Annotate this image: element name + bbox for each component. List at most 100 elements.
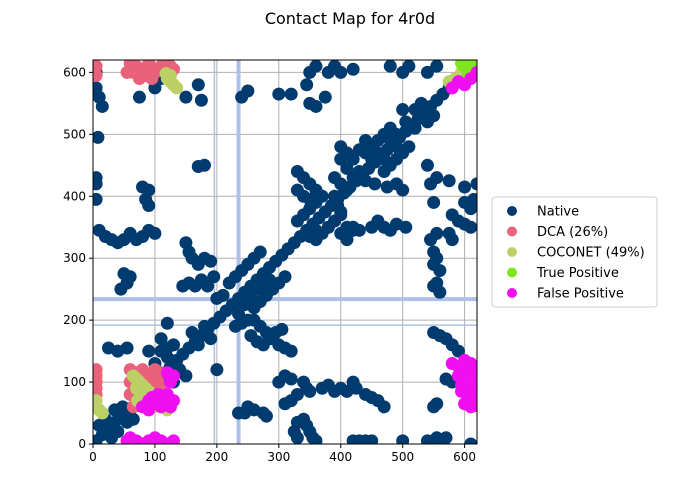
data-point (424, 233, 438, 247)
data-point (145, 72, 159, 86)
data-point (148, 226, 162, 240)
data-point (334, 205, 348, 219)
data-point (402, 60, 416, 73)
data-point (241, 84, 255, 98)
data-point (352, 164, 366, 178)
data-point (430, 171, 444, 185)
data-point (352, 143, 366, 157)
legend-frame (491, 196, 658, 308)
data-point (241, 400, 255, 414)
data-point (377, 152, 391, 166)
data-point (470, 399, 477, 413)
data-point (191, 338, 205, 352)
data-point (207, 270, 221, 284)
x-tick-label: 0 (89, 450, 97, 464)
data-point (142, 199, 156, 213)
data-point (408, 121, 422, 135)
legend-label: Native (537, 205, 579, 220)
x-tick-label: 500 (391, 450, 414, 464)
data-point (430, 251, 444, 265)
data-point (259, 409, 273, 423)
data-points (93, 60, 477, 444)
data-point (163, 400, 177, 414)
x-axis-ticks: 0 100 200 300 400 500 600 (89, 444, 476, 464)
data-point (318, 90, 332, 104)
data-point (142, 403, 156, 417)
data-point (467, 192, 477, 206)
data-point (204, 254, 218, 268)
data-point (359, 134, 373, 148)
data-point (334, 65, 348, 79)
data-point (300, 78, 314, 92)
data-point (458, 180, 472, 194)
data-point (93, 192, 103, 206)
x-tick-label: 200 (205, 450, 228, 464)
data-point (470, 65, 477, 79)
data-point (278, 397, 292, 411)
y-tick-label: 300 (63, 251, 86, 265)
plot-frame (92, 59, 478, 445)
data-point (430, 60, 444, 73)
data-point (377, 400, 391, 414)
data-point (309, 60, 323, 73)
data-point (167, 338, 181, 352)
legend: Native DCA (26%) COCONET (49%) True Positiv… (491, 196, 658, 308)
data-point (396, 183, 410, 197)
data-point (368, 177, 382, 191)
data-point (442, 174, 456, 188)
legend-marker (507, 288, 517, 298)
data-point (430, 397, 444, 411)
data-point (334, 152, 348, 166)
data-point (191, 78, 205, 92)
data-point (439, 431, 453, 444)
data-point (470, 177, 477, 191)
data-point (210, 363, 224, 377)
data-point (464, 220, 477, 234)
data-point (278, 270, 292, 284)
data-point (290, 431, 304, 444)
data-point (263, 273, 277, 287)
data-point (95, 99, 109, 113)
data-point (420, 158, 434, 172)
data-point (284, 344, 298, 358)
data-point (93, 130, 105, 144)
x-tick-label: 300 (267, 450, 290, 464)
data-point (309, 99, 323, 113)
y-tick-label: 400 (63, 189, 86, 203)
data-point (160, 387, 174, 401)
data-point (284, 372, 298, 386)
y-tick-label: 500 (63, 127, 86, 141)
legend-label: True Positive (536, 266, 619, 281)
series-4 (120, 65, 477, 444)
data-point (120, 341, 134, 355)
data-point (340, 233, 354, 247)
data-point (253, 245, 267, 259)
data-point (93, 60, 103, 73)
legend-marker (507, 247, 517, 257)
data-point (201, 279, 215, 293)
data-point (389, 127, 403, 141)
data-point (132, 90, 146, 104)
data-point (179, 90, 193, 104)
data-point (476, 442, 477, 444)
y-tick-label: 0 (78, 437, 86, 451)
data-point (427, 109, 441, 123)
data-point (244, 291, 258, 305)
data-point (105, 431, 119, 444)
data-point (321, 220, 335, 234)
chart-title: Contact Map for 4r0d (265, 9, 435, 28)
data-point (399, 115, 413, 129)
data-point (120, 65, 134, 79)
data-point (309, 183, 323, 197)
data-point (346, 62, 360, 76)
legend-label: COCONET (49%) (537, 246, 645, 261)
data-point (95, 406, 109, 420)
x-tick-label: 100 (143, 450, 166, 464)
data-point (167, 434, 181, 444)
data-point (197, 319, 211, 333)
data-point (383, 60, 397, 73)
data-point (396, 103, 410, 117)
legend-marker (507, 267, 517, 278)
data-point (420, 65, 434, 79)
data-point (272, 87, 286, 101)
